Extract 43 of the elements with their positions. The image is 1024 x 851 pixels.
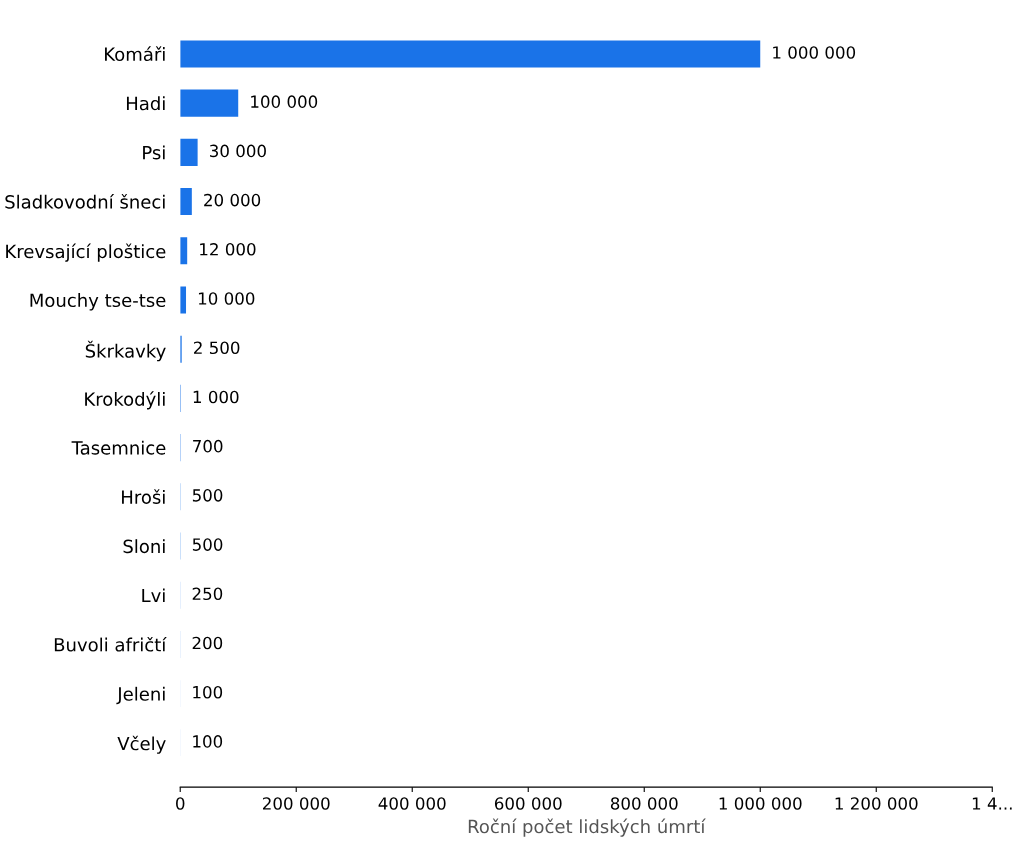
y-tick-label: Lvi	[142, 588, 165, 603]
y-tick-label: Jeleni	[116, 686, 165, 705]
x-tick-label: 600 000	[494, 797, 562, 810]
data-label: 250	[192, 587, 223, 601]
data-label: 100	[193, 735, 223, 748]
x-tick-label: 800 000	[610, 797, 678, 810]
data-label: 100 000	[251, 95, 318, 108]
data-label: 700	[193, 439, 223, 453]
x-tick-label: 400 000	[378, 797, 446, 810]
x-axis-title: Roční počet lidských úmrtí	[468, 818, 706, 837]
data-label: 2 500	[194, 341, 240, 355]
x-tick-label: 1 200 000	[835, 797, 918, 810]
data-label: 12 000	[200, 243, 256, 256]
data-label: 20 000	[204, 193, 261, 207]
bar	[180, 138, 198, 166]
data-label: 1 000 000	[773, 46, 856, 59]
y-tick-label: Sloni	[123, 539, 165, 554]
x-tick-label: 1 000 000	[719, 797, 802, 810]
y-tick-label: Psi	[143, 145, 165, 160]
data-label: 500	[192, 538, 223, 551]
data-label: 200	[192, 636, 223, 650]
x-tick-label: 200 000	[262, 797, 330, 810]
bar	[180, 40, 761, 68]
bar	[180, 188, 192, 216]
data-label: 10 000	[198, 292, 255, 305]
bar	[180, 89, 239, 117]
data-label: 500	[192, 489, 223, 502]
y-tick-label: Tasemnice	[71, 440, 166, 455]
y-tick-label: Sladkovodní šneci	[5, 193, 165, 209]
y-tick-label: Mouchy tse-tse	[30, 293, 166, 311]
y-tick-label: Škrkavky	[85, 340, 166, 362]
x-tick-label: 1 4...	[972, 797, 1012, 810]
y-tick-label: Včely	[117, 735, 166, 754]
y-tick-label: Buvoli afričtí	[54, 636, 167, 652]
y-tick-label: Komáři	[105, 46, 165, 62]
x-tick-label: 0	[176, 797, 185, 810]
data-label: 1 000	[193, 390, 239, 404]
data-label: 30 000	[210, 144, 266, 158]
y-tick-label: Hroši	[122, 489, 165, 504]
data-label: 100	[193, 685, 223, 699]
y-tick-label: Krokodýli	[85, 391, 165, 410]
y-tick-label: Krevsající ploštice	[6, 243, 166, 262]
y-tick-label: Hadi	[126, 96, 165, 111]
